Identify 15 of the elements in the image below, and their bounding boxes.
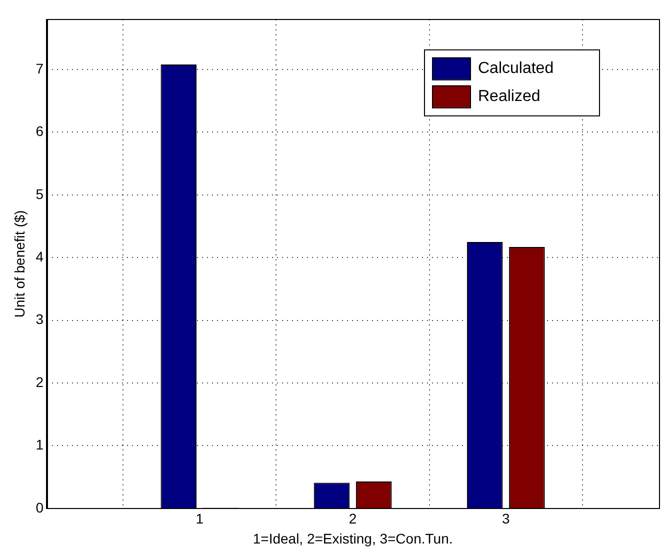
y-tick-label: 3 bbox=[36, 311, 44, 328]
x-tick-label: 3 bbox=[502, 510, 510, 527]
y-tick-label: 1 bbox=[36, 436, 44, 453]
y-tick-label: 5 bbox=[36, 186, 44, 202]
y-tick-label: 7 bbox=[36, 60, 44, 76]
legend-label: Realized bbox=[478, 88, 540, 105]
x-tick-label: 1 bbox=[196, 510, 204, 527]
x-tick-label: 2 bbox=[348, 510, 357, 527]
legend-label: Calculated bbox=[478, 60, 554, 77]
y-axis-title: Unit of benefit ($) bbox=[11, 210, 28, 318]
y-tick-label: 4 bbox=[36, 248, 44, 264]
y-tick-label: 6 bbox=[36, 123, 44, 140]
x-axis-title: 1=Ideal, 2=Existing, 3=Con.Tun. bbox=[252, 530, 453, 546]
y-tick-label: 0 bbox=[36, 499, 44, 516]
y-tick-label: 2 bbox=[36, 374, 44, 390]
